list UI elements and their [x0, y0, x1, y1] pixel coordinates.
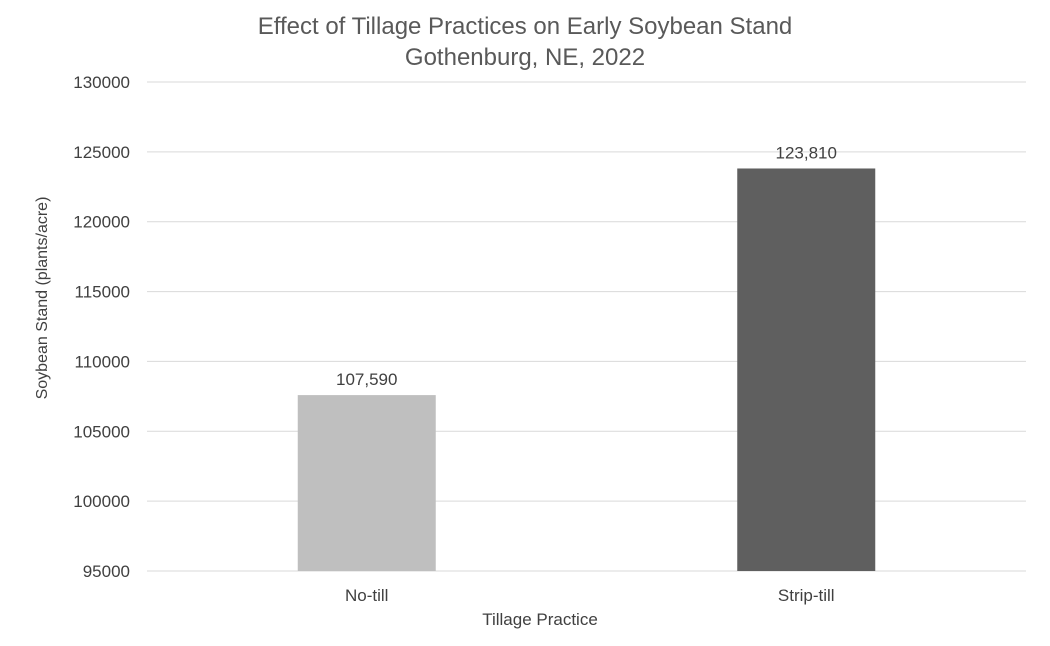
y-tick-label: 100000	[73, 492, 130, 511]
bar	[737, 168, 876, 571]
data-label: 123,810	[776, 143, 837, 162]
gridlines	[147, 81, 1026, 572]
x-axis-ticks: No-till Strip-till	[345, 586, 835, 605]
chart-title: Effect of Tillage Practices on Early Soy…	[258, 13, 793, 40]
x-axis-label: Tillage Practice	[482, 610, 598, 629]
y-tick-label: 115000	[75, 283, 130, 302]
x-tick-label: No-till	[345, 586, 388, 605]
chart-subtitle: Gothenburg, NE, 2022	[405, 44, 645, 71]
bars	[297, 168, 876, 571]
x-tick-label: Strip-till	[778, 586, 835, 605]
y-tick-label: 95000	[83, 562, 130, 581]
y-tick-label: 120000	[73, 213, 130, 232]
data-label: 107,590	[336, 370, 397, 389]
y-tick-label: 125000	[73, 143, 130, 162]
y-tick-label: 105000	[73, 422, 130, 441]
y-tick-label: 130000	[73, 73, 130, 92]
bar	[297, 395, 436, 571]
y-axis-ticks: 95000 100000 105000 110000 115000 120000 12500…	[73, 73, 130, 581]
y-tick-label: 110000	[75, 352, 130, 371]
data-labels: 107,590 123,810	[336, 143, 837, 389]
y-axis-label: Soybean Stand (plants/acre)	[34, 197, 51, 400]
